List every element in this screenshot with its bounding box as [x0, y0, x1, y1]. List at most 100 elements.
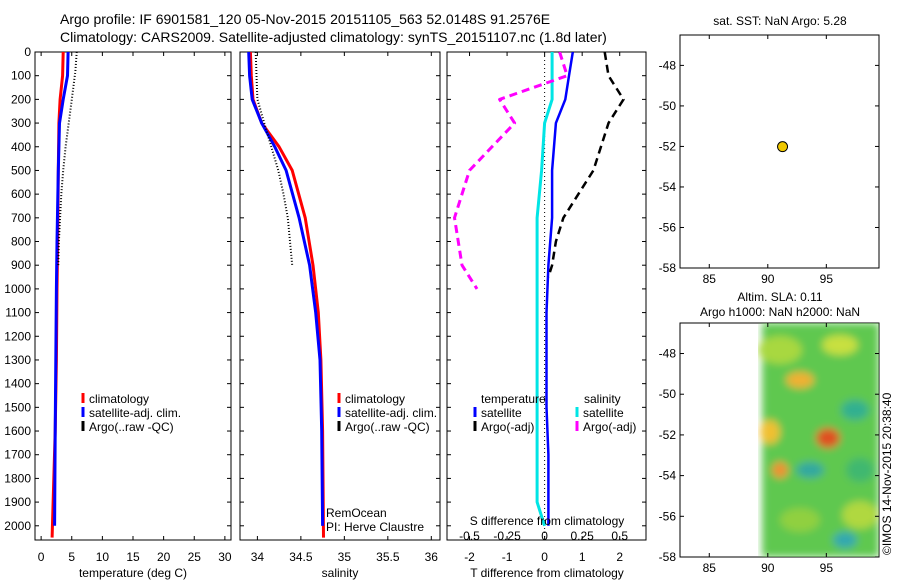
temperature-xlabel: temperature (deg C): [79, 566, 187, 580]
series-t-argo: [547, 52, 625, 278]
series-s-satellite: [535, 52, 554, 527]
legend-argo: Argo(..raw -QC): [89, 420, 174, 434]
x-tick-label: 35: [338, 550, 352, 564]
sst-map-axes: [679, 34, 880, 269]
temperature-axes: [34, 51, 232, 541]
map-y-tick-label: -52: [659, 428, 677, 442]
x-tick-label: 10: [96, 550, 110, 564]
series-satellite: [53, 52, 70, 526]
series-argo: [254, 52, 294, 266]
map-y-tick-label: -50: [659, 99, 677, 113]
x-tick-label: 30: [218, 550, 232, 564]
altimetry-title-line2: Argo h1000: NaN h2000: NaN: [700, 305, 860, 319]
depth-tick-label: 400: [11, 140, 31, 154]
map-y-tick-label: -48: [659, 347, 677, 361]
map-x-tick-label: 95: [820, 561, 834, 575]
axis-ticks: [35, 35, 879, 558]
legend-climatology: climatology: [89, 392, 149, 406]
altimetry-title-line1: Altim. SLA: 0.11: [737, 290, 822, 304]
legend-title-salinity: salinity: [584, 392, 621, 406]
depth-tick-label: 1300: [4, 353, 31, 367]
depth-tick-label: 1400: [4, 377, 31, 391]
difference-legend: temperature salinity satellite Argo(-adj…: [473, 392, 636, 434]
x-tick-label: 0: [541, 550, 548, 564]
salinity-axes: [239, 51, 441, 541]
map-y-tick-label: -56: [659, 509, 677, 523]
map-y-tick-label: -58: [659, 261, 677, 275]
depth-tick-label: 800: [11, 235, 31, 249]
x-tick-label: -1: [502, 550, 513, 564]
map-y-tick-label: -50: [659, 387, 677, 401]
depth-tick-label: 900: [11, 258, 31, 272]
annotation-pi: PI: Herve Claustre: [326, 520, 424, 534]
map-x-tick-label: 90: [761, 561, 775, 575]
series-argo: [57, 52, 78, 266]
depth-tick-label: 0: [24, 45, 31, 59]
legend-satellite: satellite-adj. clim.: [345, 406, 437, 420]
x-tick-label: 2: [616, 550, 623, 564]
legend-title-temperature: temperature: [481, 392, 546, 406]
x-tick-label: 36: [425, 550, 439, 564]
depth-tick-label: 200: [11, 92, 31, 106]
annotation-remocean: RemOcean: [326, 506, 387, 520]
x2-tick-label: -0.5: [459, 529, 480, 543]
salinity-legend: climatology satellite-adj. clim. Argo(..…: [326, 392, 437, 534]
legend-t-argo: Argo(-adj): [481, 420, 534, 434]
depth-tick-label: 300: [11, 116, 31, 130]
altimetry-heatmap: [758, 323, 879, 557]
x-tick-label: -2: [464, 550, 475, 564]
depth-tick-label: 100: [11, 69, 31, 83]
depth-tick-label: 1500: [4, 400, 31, 414]
depth-tick-label: 600: [11, 187, 31, 201]
x-tick-label: 1: [579, 550, 586, 564]
map-y-tick-label: -54: [659, 469, 677, 483]
legend-satellite: satellite-adj. clim.: [89, 406, 181, 420]
map-x-tick-label: 85: [703, 272, 717, 286]
legend-climatology: climatology: [345, 392, 405, 406]
difference-xlabel: T difference from climatology: [470, 566, 624, 580]
legend-s-satellite: satellite: [583, 406, 624, 420]
map-y-tick-label: -58: [659, 550, 677, 564]
legend-s-argo: Argo(-adj): [583, 420, 636, 434]
map-y-tick-label: -48: [659, 58, 677, 72]
depth-tick-label: 1700: [4, 448, 31, 462]
x2-tick-label: 0.25: [570, 529, 594, 543]
x2-tick-label: 0.5: [611, 529, 628, 543]
temperature-legend: climatology satellite-adj. clim. Argo(..…: [81, 392, 181, 434]
depth-tick-label: 1100: [5, 306, 31, 320]
depth-tick-label: 2000: [4, 519, 31, 533]
x-tick-label: 34.5: [289, 550, 313, 564]
x-tick-label: 20: [157, 550, 171, 564]
legend-t-satellite: satellite: [481, 406, 522, 420]
argo-location-marker: [777, 141, 789, 153]
depth-tick-label: 1800: [4, 471, 31, 485]
salinity-xlabel: salinity: [322, 566, 359, 580]
depth-tick-label: 500: [11, 163, 31, 177]
sst-map-title: sat. SST: NaN Argo: 5.28: [713, 14, 847, 28]
x-tick-label: 34: [251, 550, 265, 564]
tick-labels: 0100200300400500600700800900100011001200…: [4, 45, 833, 575]
x-tick-label: 0: [38, 550, 45, 564]
difference-axes: [446, 51, 647, 541]
title-line2: Climatology: CARS2009. Satellite-adjuste…: [60, 29, 607, 45]
x-tick-label: 15: [126, 550, 140, 564]
depth-tick-label: 1600: [4, 424, 31, 438]
map-x-tick-label: 90: [761, 272, 775, 286]
series-t-satellite: [545, 52, 575, 526]
depth-tick-label: 700: [11, 211, 31, 225]
difference-x2label: S difference from climatology: [470, 514, 625, 528]
depth-tick-label: 1000: [4, 282, 31, 296]
map-y-tick-label: -56: [659, 220, 677, 234]
map-y-tick-label: -54: [659, 180, 677, 194]
depth-tick-label: 1200: [4, 329, 31, 343]
map-x-tick-label: 95: [820, 272, 834, 286]
x2-tick-label: -0.25: [493, 529, 521, 543]
title-line1: Argo profile: IF 6901581_120 05-Nov-2015…: [60, 11, 550, 27]
series-s-argo: [453, 52, 569, 290]
series-layer: [50, 52, 789, 540]
map-x-tick-label: 85: [703, 561, 717, 575]
x-tick-label: 25: [188, 550, 202, 564]
imos-stamp: ©IMOS 14-Nov-2015 20:38:40: [880, 392, 894, 555]
series-satellite: [247, 52, 325, 526]
